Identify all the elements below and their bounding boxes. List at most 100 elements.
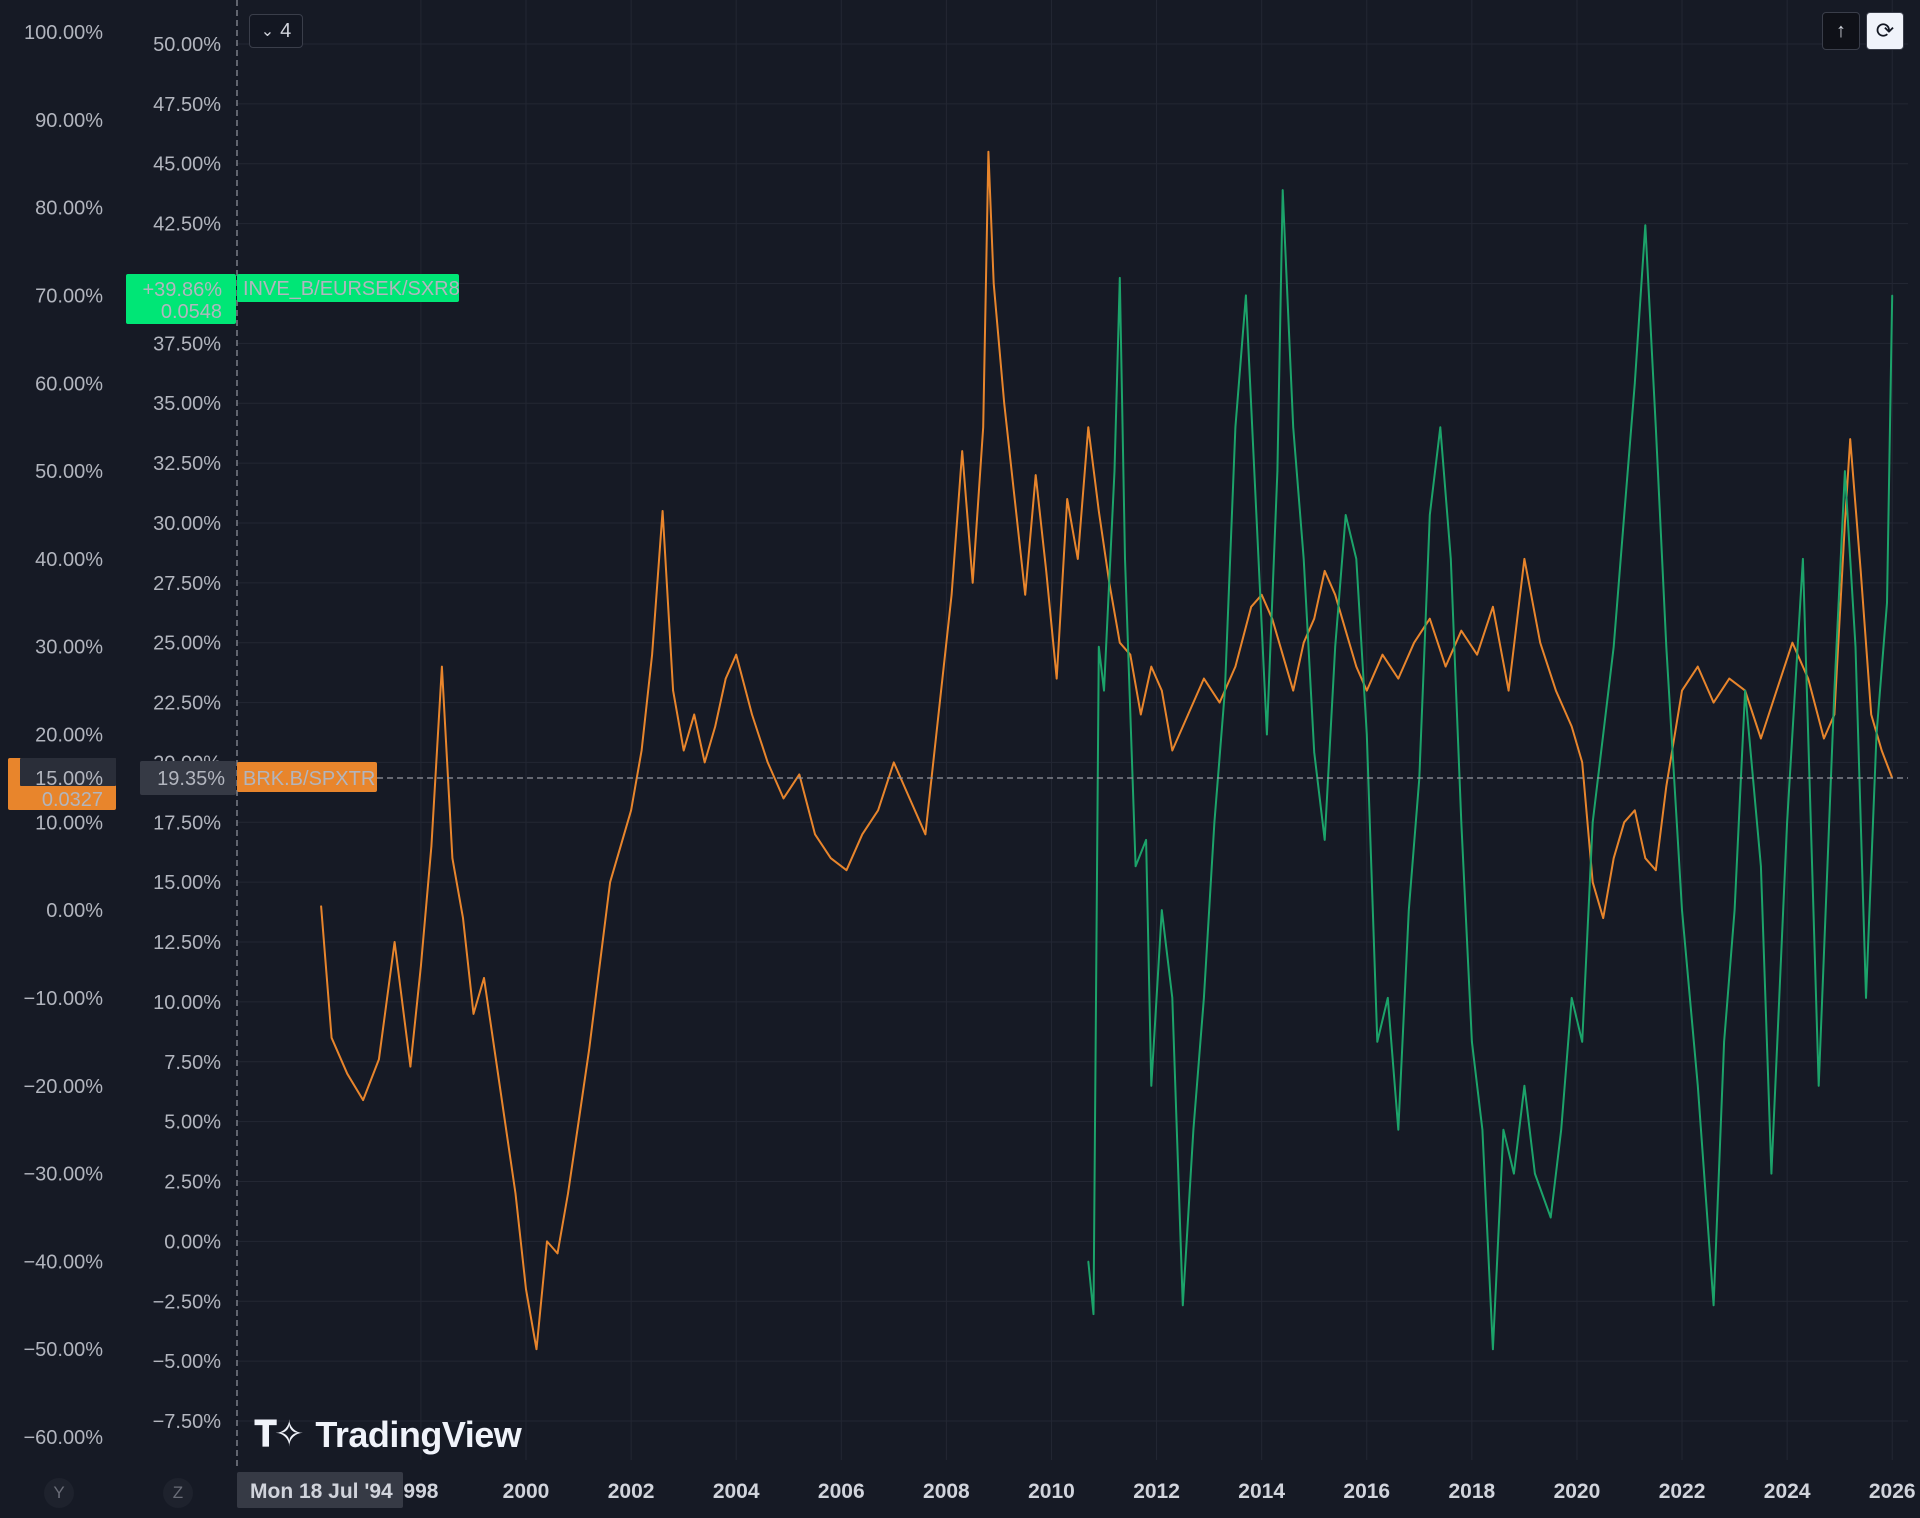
left-axis-mode-label: Y: [53, 1483, 65, 1502]
brk-series-point: [845, 869, 848, 871]
brk-series-point: [1119, 641, 1121, 644]
brk-series-point: [1077, 558, 1079, 560]
brk-series-point: [420, 965, 422, 967]
brk-series-point: [751, 713, 753, 716]
brk-series-point: [782, 797, 785, 800]
inve-series-point: [1366, 733, 1368, 736]
brk-series-point: [1150, 665, 1153, 668]
brk-series-point: [971, 582, 974, 584]
inve-series-point: [1119, 277, 1121, 279]
brk-series-point: [1218, 701, 1221, 704]
brk-series-point: [1024, 594, 1026, 596]
collapsed-series-count: 4: [280, 19, 292, 42]
left-axis-crosshair-value: 15.00%: [35, 768, 103, 790]
scroll-to-realtime-button[interactable]: ↑: [1822, 12, 1860, 50]
x-axis-tick-label: 2010: [1028, 1480, 1075, 1503]
left-axis-tick-label: 90.00%: [35, 110, 103, 132]
right-axis-mode-button[interactable]: Z: [163, 1478, 193, 1508]
brk-series-point: [961, 450, 963, 452]
left-axis-tick-label: −10.00%: [23, 988, 103, 1010]
inve-series-point: [1161, 909, 1163, 911]
brk-series-point: [1655, 869, 1657, 871]
brk-series-point: [1292, 689, 1294, 692]
inve-series-point: [1502, 1128, 1505, 1131]
inve-series-point: [1276, 470, 1279, 472]
brk-series-point: [940, 689, 942, 692]
brk-series-point: [1429, 617, 1431, 620]
watermark-text: TradingView: [315, 1414, 522, 1455]
collapse-series-button[interactable]: ⌄ 4: [249, 14, 303, 48]
crosshair-date-box: [237, 1472, 403, 1508]
brk-series-point: [493, 1049, 496, 1051]
left-axis-mode-button[interactable]: Y: [44, 1478, 74, 1508]
brk-series-point: [893, 761, 895, 764]
brk-series-label: BRK.B/SPXTR: [243, 768, 375, 790]
brk-series-point: [1807, 677, 1809, 680]
inve-series-point: [1560, 1128, 1562, 1131]
inve-series-point: [1281, 189, 1284, 191]
right-axis-tick-label: 42.50%: [153, 214, 221, 236]
brk-series-point: [798, 773, 801, 776]
inve-series-point: [1224, 689, 1226, 692]
inve-series-point: [1549, 1216, 1552, 1219]
right-axis-tick-label: −2.50%: [153, 1291, 222, 1313]
brk-series-point: [1302, 641, 1305, 644]
brk-series-point: [992, 282, 995, 285]
brk-series-point: [1880, 749, 1883, 752]
inve-series-point: [1481, 1128, 1484, 1131]
brk-series-point: [1644, 857, 1647, 859]
brk-series-point: [320, 905, 322, 907]
inve-last-value: 0.0548: [161, 301, 222, 323]
brk-series-point: [1344, 629, 1347, 632]
brk-series-point: [672, 689, 674, 692]
brk-series-point: [1250, 606, 1252, 608]
inve-series-point: [1439, 426, 1442, 429]
inve-series-point: [1203, 997, 1205, 999]
inve-series-point: [1355, 558, 1358, 560]
reset-chart-button[interactable]: ⟳: [1866, 12, 1904, 50]
left-axis-tick-label: −40.00%: [23, 1251, 103, 1273]
brk-series-point: [1034, 474, 1037, 476]
right-axis-crosshair-box: [140, 761, 236, 796]
brk-series-point: [1728, 677, 1731, 680]
inve-series-point: [1471, 1041, 1473, 1043]
inve-series-point: [1334, 645, 1336, 648]
inve-series-point: [1213, 821, 1216, 824]
left-axis-tick-label: 40.00%: [35, 549, 103, 571]
inve-series-point: [1655, 426, 1657, 429]
inve-series-point: [1744, 689, 1746, 692]
brk-series-point: [1775, 689, 1778, 692]
right-axis-tick-label: −5.00%: [153, 1351, 222, 1373]
inve-series-point: [1124, 558, 1126, 560]
brk-series-point: [598, 965, 601, 967]
inve-series-point: [1844, 470, 1846, 472]
brk-series-point: [1681, 689, 1683, 692]
inve-series-label-box: [237, 274, 459, 302]
inve-series-point: [1697, 1085, 1699, 1087]
left-axis-tick-label: 60.00%: [35, 373, 103, 395]
inve-series-point: [1397, 1128, 1400, 1131]
inve-series-point: [1733, 909, 1736, 911]
x-axis-tick-label: 998: [403, 1480, 438, 1503]
brk-series-point: [1712, 701, 1715, 704]
inve-series-point: [1266, 733, 1268, 736]
brk-series-point: [1260, 594, 1263, 596]
inve-series-point: [1854, 645, 1857, 648]
inve-series-point: [1623, 514, 1625, 516]
inve-series-point: [1408, 909, 1410, 911]
tradingview-watermark: 𝐓✧ TradingView: [254, 1410, 522, 1460]
x-axis-tick-label: 2016: [1343, 1480, 1390, 1503]
brk-series-point: [619, 845, 622, 848]
inve-series-point: [1644, 224, 1647, 226]
x-axis-tick-label: 2002: [608, 1480, 655, 1503]
brk-series-point: [430, 845, 433, 848]
brk-series-point: [1413, 641, 1415, 644]
left-axis-tick-label: −30.00%: [23, 1164, 103, 1186]
brk-series-point: [1313, 617, 1315, 620]
inve-series-point: [1581, 1041, 1583, 1043]
right-axis-tick-label: 47.50%: [153, 94, 221, 116]
brk-series-point: [987, 151, 990, 153]
inve-series-point: [1234, 426, 1237, 429]
